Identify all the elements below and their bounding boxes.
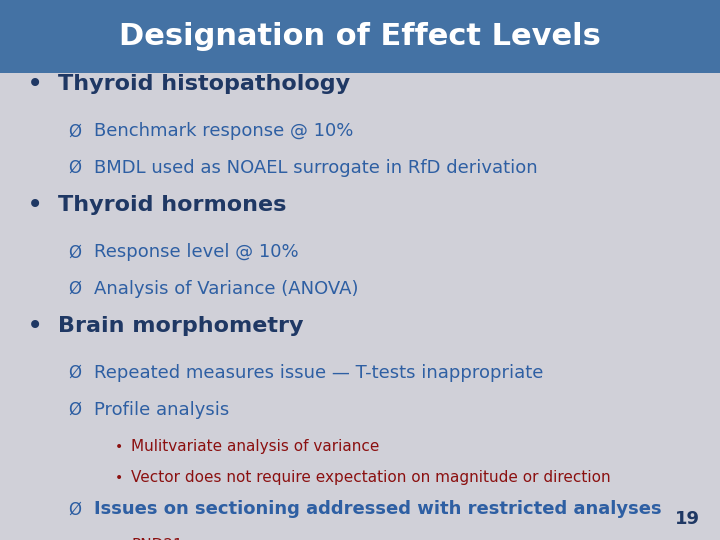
Text: •: • [27, 70, 44, 98]
Text: Ø: Ø [68, 122, 81, 140]
Text: PND21: PND21 [131, 538, 183, 540]
Text: •: • [115, 539, 123, 540]
Text: Brain morphometry: Brain morphometry [58, 315, 303, 336]
Text: Response level @ 10%: Response level @ 10% [94, 243, 298, 261]
Text: Profile analysis: Profile analysis [94, 401, 229, 419]
Text: BMDL used as NOAEL surrogate in RfD derivation: BMDL used as NOAEL surrogate in RfD deri… [94, 159, 537, 177]
Text: Ø: Ø [68, 401, 81, 419]
Text: Ø: Ø [68, 243, 81, 261]
Text: Ø: Ø [68, 280, 81, 298]
FancyBboxPatch shape [0, 0, 720, 73]
Text: •: • [27, 312, 44, 340]
Text: Thyroid hormones: Thyroid hormones [58, 194, 286, 215]
Text: Mulitvariate analysis of variance: Mulitvariate analysis of variance [131, 439, 379, 454]
Text: •: • [27, 191, 44, 219]
Text: Benchmark response @ 10%: Benchmark response @ 10% [94, 122, 353, 140]
Text: Issues on sectioning addressed with restricted analyses: Issues on sectioning addressed with rest… [94, 500, 661, 518]
Text: Vector does not require expectation on magnitude or direction: Vector does not require expectation on m… [131, 470, 611, 485]
Text: 19: 19 [675, 510, 700, 528]
Text: Repeated measures issue — T-tests inappropriate: Repeated measures issue — T-tests inappr… [94, 364, 543, 382]
Text: Analysis of Variance (ANOVA): Analysis of Variance (ANOVA) [94, 280, 358, 298]
Text: •: • [115, 440, 123, 454]
Text: Ø: Ø [68, 500, 81, 518]
Text: Thyroid histopathology: Thyroid histopathology [58, 73, 350, 94]
Text: Ø: Ø [68, 159, 81, 177]
Text: Designation of Effect Levels: Designation of Effect Levels [119, 22, 601, 51]
Text: Ø: Ø [68, 364, 81, 382]
Text: •: • [115, 471, 123, 485]
